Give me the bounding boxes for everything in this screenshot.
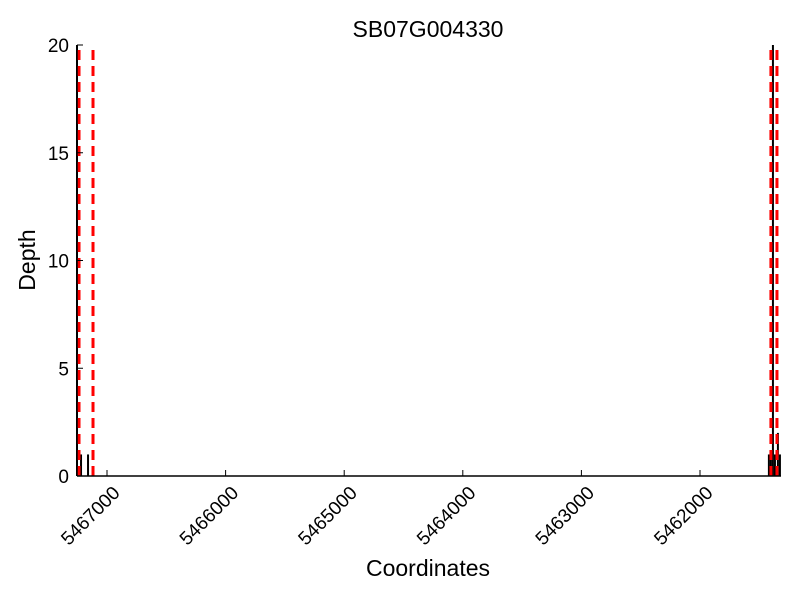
y-tick-label: 5 (58, 359, 69, 380)
chart-title: SB07G004330 (353, 16, 504, 42)
y-tick-label: 20 (48, 36, 69, 57)
x-tick-label: 5467000 (57, 483, 124, 550)
y-tick-label: 15 (48, 144, 69, 165)
y-tick-label: 10 (48, 252, 69, 273)
y-tick-label: 0 (58, 467, 69, 488)
x-tick-label: 5462000 (650, 483, 717, 550)
x-tick-label: 5464000 (413, 483, 480, 550)
x-axis-label: Coordinates (366, 555, 490, 581)
x-tick-label: 5463000 (532, 483, 599, 550)
x-tick-label: 5465000 (295, 483, 362, 550)
y-axis-label: Depth (14, 229, 40, 290)
x-tick-label: 5466000 (176, 483, 243, 550)
